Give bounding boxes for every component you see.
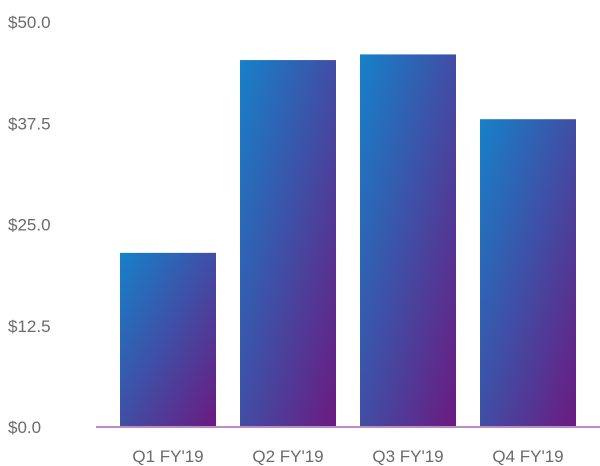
y-tick-label: $0.0 <box>8 418 41 437</box>
x-axis-category-labels: Q1 FY'19 Q2 FY'19 Q3 FY'19 Q4 FY'19 <box>132 447 563 466</box>
bar <box>480 119 576 427</box>
y-tick-label: $37.5 <box>8 114 51 133</box>
x-category-label: Q2 FY'19 <box>252 447 323 466</box>
bars <box>120 54 576 428</box>
y-tick-label: $25.0 <box>8 216 51 235</box>
bar <box>360 54 456 428</box>
x-category-label: Q3 FY'19 <box>372 447 443 466</box>
bar <box>240 60 336 427</box>
y-tick-label: $50.0 <box>8 13 51 32</box>
y-tick-label: $12.5 <box>8 317 51 336</box>
x-category-label: Q1 FY'19 <box>132 447 203 466</box>
x-category-label: Q4 FY'19 <box>492 447 563 466</box>
y-axis-tick-labels: $0.0 $12.5 $25.0 $37.5 $50.0 <box>8 13 51 437</box>
bar <box>120 252 216 427</box>
